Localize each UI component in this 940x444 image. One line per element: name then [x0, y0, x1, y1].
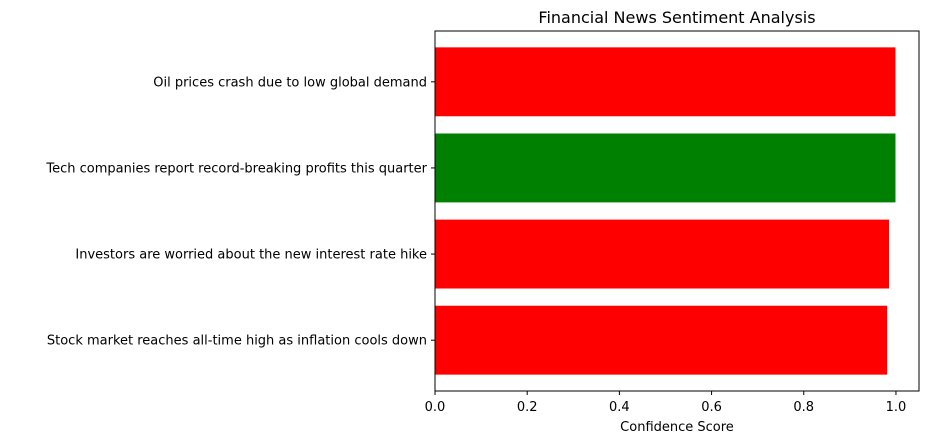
x-tick-label: 0.6	[701, 400, 722, 415]
y-tick-label: Stock market reaches all-time high as in…	[47, 334, 427, 349]
x-tick-label: 0.2	[517, 400, 538, 415]
bar	[435, 133, 896, 203]
bar	[435, 219, 890, 289]
chart-title: Financial News Sentiment Analysis	[538, 8, 815, 27]
x-tick-label: 0.0	[425, 400, 446, 415]
x-axis-label: Confidence Score	[620, 420, 734, 435]
y-tick-label: Oil prices crash due to low global deman…	[153, 75, 427, 90]
y-tick-label: Investors are worried about the new inte…	[75, 248, 427, 263]
x-tick-label: 1.0	[886, 400, 907, 415]
axes-frame	[434, 30, 920, 392]
y-tick-label: Tech companies report record-breaking pr…	[45, 161, 427, 176]
bar	[435, 47, 896, 117]
x-tick-label: 0.8	[793, 400, 814, 415]
bar	[435, 305, 888, 375]
x-tick-label: 0.4	[609, 400, 630, 415]
